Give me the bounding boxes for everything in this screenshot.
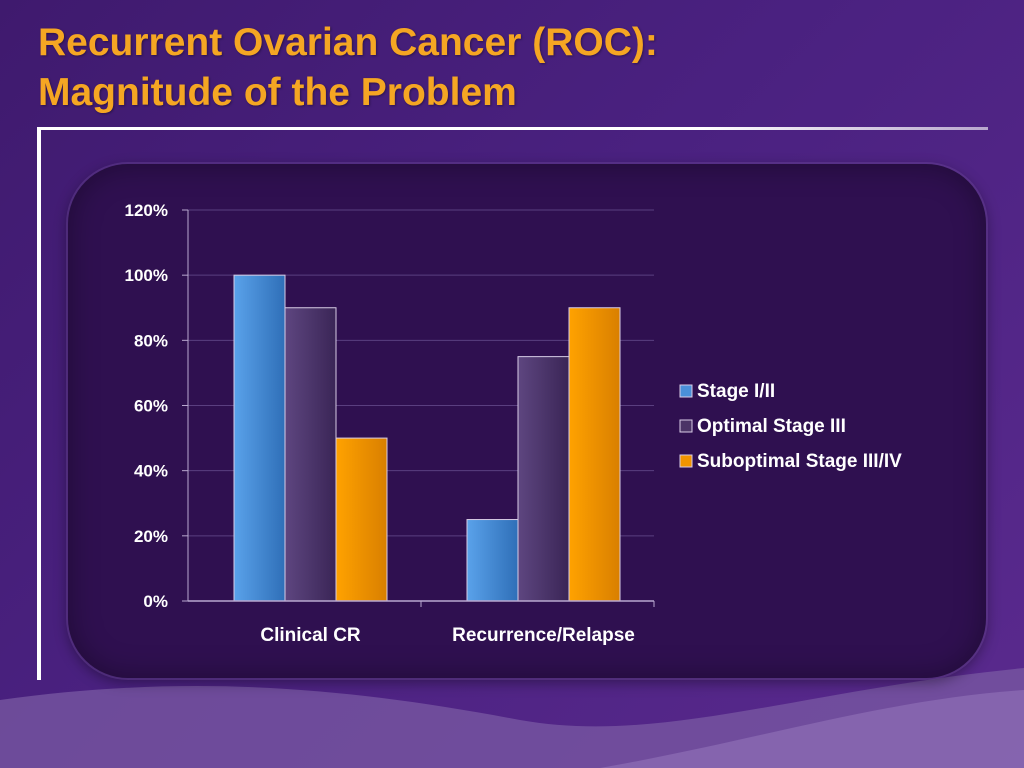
y-tick-label: 60% (134, 397, 168, 416)
axis-layer: 0% 20% 40% 60% 80% 100% 120% Clinical CR Recurre… (125, 201, 655, 646)
y-tick-label: 20% (134, 527, 168, 546)
y-tick-label: 100% (125, 266, 168, 285)
legend-label: Stage I/II (697, 381, 775, 402)
y-tick-label: 80% (134, 331, 168, 350)
vertical-divider (37, 127, 41, 680)
legend-label: Optimal Stage III (697, 416, 846, 437)
bar (466, 519, 519, 602)
x-tick-label: Clinical CR (260, 625, 361, 646)
bar (517, 356, 570, 602)
y-tick-label: 120% (125, 201, 168, 220)
y-tick-label: 0% (143, 592, 168, 611)
bar (233, 274, 286, 602)
bar (335, 437, 388, 602)
title-line-1: Recurrent Ovarian Cancer (ROC): (38, 21, 658, 64)
legend: Stage I/II Optimal Stage III Suboptimal St… (679, 381, 902, 472)
bar-layer (233, 274, 621, 602)
horizontal-divider (40, 127, 988, 130)
slide-title: Recurrent Ovarian Cancer (ROC): Magnitud… (38, 18, 658, 118)
bar (568, 307, 621, 602)
legend-label: Suboptimal Stage III/IV (697, 451, 902, 472)
legend-swatch (679, 454, 693, 468)
title-line-2: Magnitude of the Problem (38, 71, 517, 114)
y-tick-label: 40% (134, 462, 168, 481)
x-tick-label: Recurrence/Relapse (452, 625, 635, 646)
legend-swatch (679, 419, 693, 433)
legend-swatch (679, 384, 693, 398)
bar (284, 307, 337, 602)
